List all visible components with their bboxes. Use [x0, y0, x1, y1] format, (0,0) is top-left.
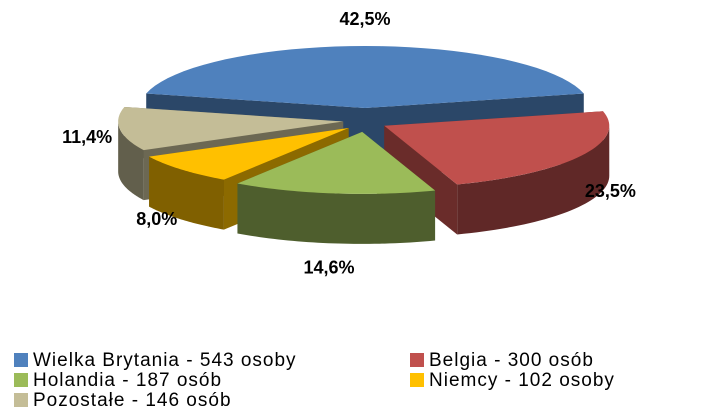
- slice-wall: [118, 121, 144, 201]
- legend-swatch: [14, 393, 28, 407]
- slice: [237, 131, 436, 244]
- legend-swatch: [410, 373, 424, 387]
- legend-label: Pozostałe - 146 osób: [33, 390, 232, 411]
- data-label: 23,5%: [585, 181, 636, 201]
- legend-label: Wielka Brytania - 543 osoby: [33, 350, 297, 371]
- legend-swatch: [14, 373, 28, 387]
- slice-wall: [237, 183, 436, 244]
- legend-swatch: [14, 353, 28, 367]
- data-label: 42,5%: [339, 9, 390, 29]
- slice-top: [149, 128, 349, 180]
- slice-wall: [149, 156, 224, 230]
- data-label: 14,6%: [304, 258, 355, 278]
- legend-label: Holandia - 187 osób: [33, 370, 222, 391]
- slice: [384, 111, 610, 235]
- slice-top: [118, 106, 344, 151]
- legend-swatch: [410, 353, 424, 367]
- data-label: 11,4%: [62, 127, 112, 147]
- slice-wall: [457, 125, 610, 235]
- slice-top: [384, 111, 610, 185]
- data-label: 8,0%: [136, 209, 177, 229]
- slice-top: [146, 46, 584, 108]
- legend-label: Niemcy - 102 osoby: [429, 370, 615, 391]
- slice-top: [237, 131, 436, 194]
- legend-label: Belgia - 300 osób: [429, 350, 594, 371]
